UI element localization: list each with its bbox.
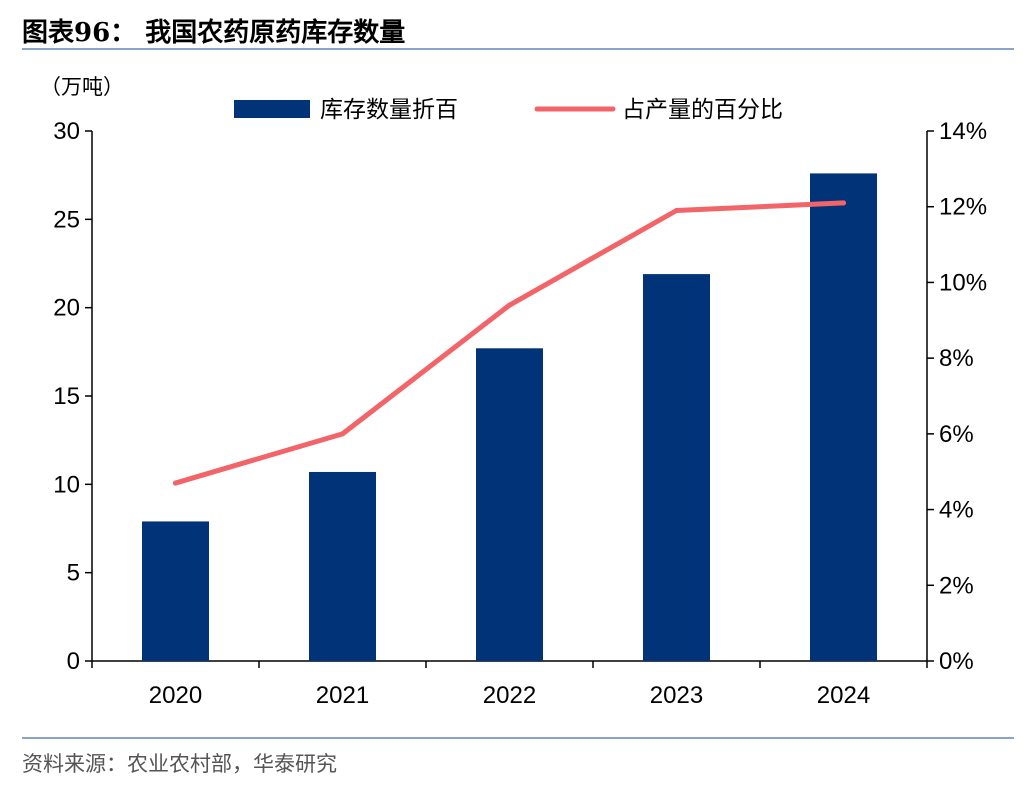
line-point-2024 <box>841 200 846 206</box>
left-axis-tick-label: 20 <box>53 295 80 322</box>
line-point-2021 <box>340 431 345 437</box>
left-axis-tick-label: 25 <box>53 206 80 233</box>
legend-bar-label: 库存数量折百 <box>320 97 458 123</box>
left-axis-tick-label: 30 <box>53 118 80 145</box>
line-point-2022 <box>507 302 512 308</box>
bar-2022 <box>476 348 543 661</box>
left-axis-tick-label: 5 <box>67 560 80 587</box>
right-axis-tick-label: 12% <box>939 194 987 221</box>
legend: 库存数量折百 占产量的百分比 <box>234 97 783 123</box>
right-axis-tick-label: 10% <box>939 269 987 296</box>
right-axis-tick-label: 6% <box>939 421 974 448</box>
x-axis-category-label: 2022 <box>483 682 536 709</box>
legend-bar-swatch <box>234 100 310 118</box>
x-axis-category-label: 2023 <box>650 682 703 709</box>
left-axis-tick-label: 0 <box>67 648 80 675</box>
bar-series <box>142 173 877 661</box>
left-axis-unit-label: （万吨） <box>40 75 124 99</box>
x-axis-category-label: 2024 <box>817 682 870 709</box>
legend-line-label: 占产量的百分比 <box>622 97 783 123</box>
right-axis-tick-label: 14% <box>939 118 987 145</box>
chart-title: 图表96： 我国农药原药库存数量 <box>22 18 406 48</box>
right-axis-tick-label: 0% <box>939 648 974 675</box>
line-point-2020 <box>173 480 178 486</box>
bar-2020 <box>142 521 209 661</box>
title-divider <box>22 48 1014 50</box>
line-series <box>173 200 846 486</box>
axes: 0 5 10 15 20 25 30 0% 2% 4% 6% 8% 10% 12% 14% 2020 2021 2… <box>40 75 987 709</box>
line-point-2023 <box>674 208 679 213</box>
right-axis-tick-label: 2% <box>939 572 974 599</box>
left-axis-tick-label: 15 <box>53 383 80 410</box>
x-axis-category-label: 2020 <box>149 682 202 709</box>
right-axis-tick-label: 4% <box>939 497 974 524</box>
bar-2023 <box>643 274 710 661</box>
left-axis-tick-label: 10 <box>53 471 80 498</box>
bar-2024 <box>810 173 877 661</box>
x-axis-category-label: 2021 <box>316 682 369 709</box>
source-divider <box>22 737 1014 739</box>
bar-2021 <box>309 471 376 661</box>
right-axis-tick-label: 8% <box>939 345 974 372</box>
source-note: 资料来源：农业农村部，华泰研究 <box>22 752 337 776</box>
